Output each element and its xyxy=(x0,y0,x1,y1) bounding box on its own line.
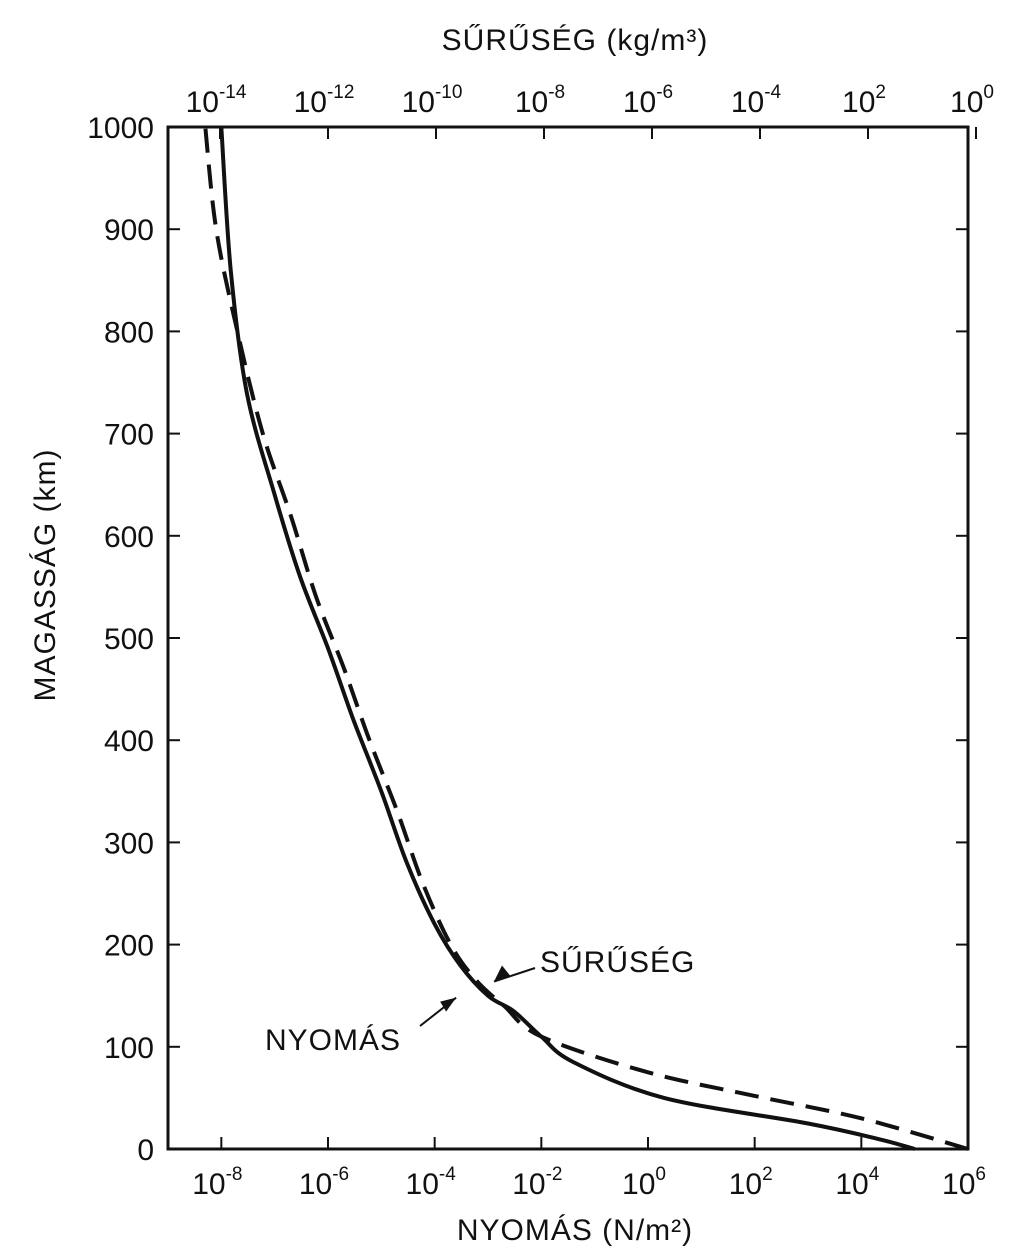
top-tick-label-base: 10 xyxy=(294,86,327,119)
series-line-density xyxy=(203,126,969,1151)
bottom-axis-title: NYOMÁS (N/m²) xyxy=(457,1214,693,1247)
y-tick-label: 500 xyxy=(104,623,154,656)
top-tick-label-base: 10 xyxy=(623,86,656,119)
series-layer xyxy=(203,126,969,1151)
top-tick-label: 100 xyxy=(950,82,994,119)
bottom-tick-label: 100 xyxy=(622,1164,666,1201)
top-tick-label: 10-10 xyxy=(402,82,463,119)
annotation-arrowhead-density xyxy=(494,965,510,982)
top-tick-label-exponent: -10 xyxy=(435,82,462,103)
annotation-label-pressure: NYOMÁS xyxy=(265,1024,401,1057)
y-tick-label: 400 xyxy=(104,725,154,758)
top-tick-label-exponent: -8 xyxy=(548,82,565,103)
bottom-tick-label: 10-2 xyxy=(512,1164,562,1201)
bottom-tick-label: 10-8 xyxy=(192,1164,242,1201)
bottom-tick-label: 106 xyxy=(942,1164,986,1201)
bottom-tick-label-exponent: 4 xyxy=(869,1164,880,1185)
bottom-tick-label-base: 10 xyxy=(942,1168,975,1201)
top-tick-label: 10-4 xyxy=(731,82,782,119)
y-tick-label: 900 xyxy=(104,214,154,247)
top-tick-label-exponent: -4 xyxy=(764,82,781,103)
top-tick-label-base: 10 xyxy=(950,86,983,119)
y-tick-label: 200 xyxy=(104,930,154,963)
top-tick-label: 10-14 xyxy=(186,82,247,119)
top-tick-label: 102 xyxy=(842,82,886,119)
y-tick-label: 800 xyxy=(104,316,154,349)
bottom-tick-label-exponent: -6 xyxy=(332,1164,349,1185)
y-tick-label: 700 xyxy=(104,419,154,452)
top-tick-label: 10-8 xyxy=(515,82,565,119)
bottom-tick-label-exponent: 0 xyxy=(655,1164,666,1185)
series-line-pressure xyxy=(219,126,916,1151)
annotation-arrow-density xyxy=(493,967,536,983)
top-tick-label: 10-12 xyxy=(294,82,355,119)
annotations: SŰRŰSÉG NYOMÁS xyxy=(265,946,695,1057)
y-tick-label: 0 xyxy=(137,1134,154,1167)
y-tick-label: 100 xyxy=(104,1032,154,1065)
bottom-tick-label-exponent: 6 xyxy=(975,1164,986,1185)
y-axis-title: MAGASSÁG (km) xyxy=(29,448,62,701)
bottom-tick-label-exponent: 2 xyxy=(762,1164,773,1185)
top-tick-label-base: 10 xyxy=(731,86,764,119)
top-tick-label: 10-6 xyxy=(623,82,673,119)
bottom-tick-label-base: 10 xyxy=(622,1168,655,1201)
top-tick-label-exponent: -6 xyxy=(656,82,673,103)
top-tick-label-exponent: -14 xyxy=(219,82,247,103)
annotation-label-density: SŰRŰSÉG xyxy=(540,946,695,979)
bottom-axis-ticks: 10-8 10-6 10-4 10-2 100 102 104 106 xyxy=(192,1137,986,1201)
y-tick-label: 1000 xyxy=(87,112,154,145)
bottom-tick-label-exponent: -2 xyxy=(546,1164,563,1185)
top-axis-ticks: 10-14 10-12 10-10 10-8 10-6 10-4 102 100 xyxy=(186,82,994,139)
bottom-tick-label: 10-4 xyxy=(406,1164,457,1201)
top-tick-label-exponent: 0 xyxy=(983,82,994,103)
top-axis-title: SŰRŰSÉG (kg/m³) xyxy=(442,24,709,57)
bottom-tick-label-base: 10 xyxy=(835,1168,868,1201)
bottom-tick-label-base: 10 xyxy=(192,1168,225,1201)
bottom-tick-label-base: 10 xyxy=(406,1168,439,1201)
bottom-tick-label: 102 xyxy=(729,1164,773,1201)
top-tick-label-base: 10 xyxy=(186,86,219,119)
y-axis-ticks: 0 100 200 300 400 500 600 700 800 900 1000 xyxy=(87,112,968,1167)
bottom-tick-label-base: 10 xyxy=(512,1168,545,1201)
bottom-tick-label-base: 10 xyxy=(299,1168,332,1201)
top-tick-label-exponent: -12 xyxy=(327,82,354,103)
top-tick-label-exponent: 2 xyxy=(875,82,886,103)
plot-frame xyxy=(166,125,970,1151)
top-tick-label-base: 10 xyxy=(402,86,435,119)
bottom-tick-label: 10-6 xyxy=(299,1164,349,1201)
bottom-tick-label: 104 xyxy=(835,1164,879,1201)
y-tick-label: 600 xyxy=(104,521,154,554)
annotation-arrowhead-pressure xyxy=(440,997,457,1012)
top-tick-label-base: 10 xyxy=(515,86,548,119)
top-tick-label-base: 10 xyxy=(842,86,875,119)
bottom-tick-label-base: 10 xyxy=(729,1168,762,1201)
bottom-tick-label-exponent: -4 xyxy=(439,1164,456,1185)
y-tick-label: 300 xyxy=(104,827,154,860)
bottom-tick-label-exponent: -8 xyxy=(226,1164,243,1185)
